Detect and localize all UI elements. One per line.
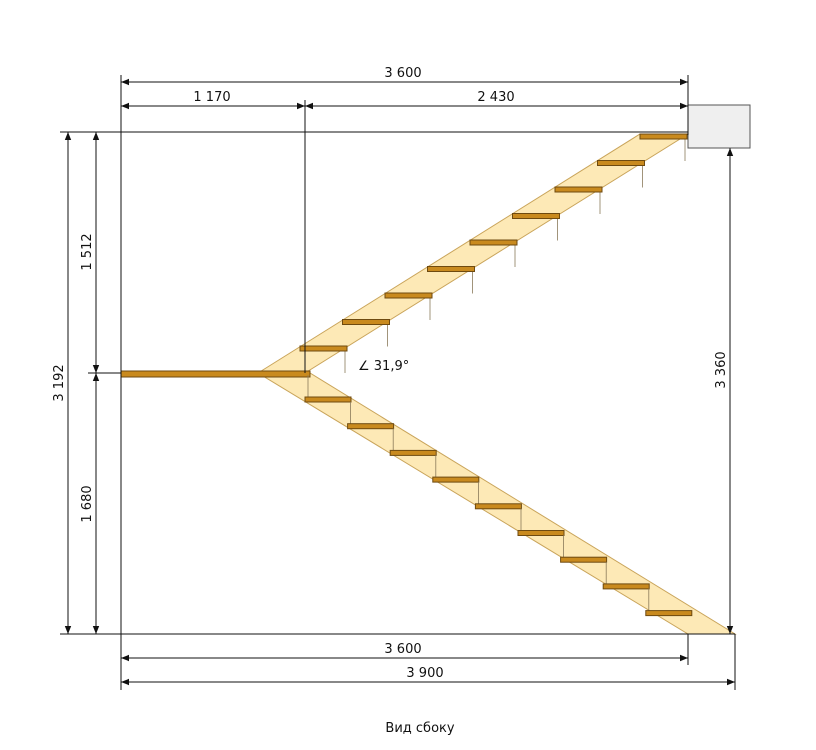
tread	[554, 186, 603, 193]
dim-label: 2 430	[477, 90, 514, 105]
tread	[432, 476, 480, 483]
floor-slab	[687, 104, 751, 149]
tread	[474, 503, 522, 510]
dim-label: 1 512	[80, 233, 95, 270]
tread	[304, 396, 352, 403]
tread	[517, 530, 565, 536]
dim-label: 3 600	[384, 642, 421, 657]
tread	[469, 239, 518, 246]
dimension-lines	[64, 78, 735, 686]
tread	[427, 266, 475, 272]
upper-stringer	[256, 133, 690, 374]
staircase	[120, 133, 737, 635]
landing	[120, 370, 311, 378]
caption: Вид сбоку	[385, 721, 454, 736]
tread	[342, 319, 390, 325]
tread	[389, 449, 437, 456]
tread	[645, 610, 693, 617]
dim-label: 3 900	[406, 666, 443, 681]
dim-label: 3 600	[384, 66, 421, 81]
tread	[602, 583, 650, 590]
tread	[299, 345, 348, 352]
tread	[639, 133, 688, 140]
tread	[347, 423, 395, 430]
tread	[597, 160, 645, 166]
dim-label: 1 170	[193, 90, 230, 105]
tread	[560, 556, 608, 563]
dim-label: 3 192	[52, 364, 67, 401]
tread	[512, 213, 560, 219]
dim-label: 3 360	[714, 351, 729, 388]
extension-lines	[60, 75, 736, 690]
tread	[384, 292, 433, 299]
angle-label: ∠ 31,9°	[358, 359, 409, 374]
dim-label: 1 680	[80, 485, 95, 522]
